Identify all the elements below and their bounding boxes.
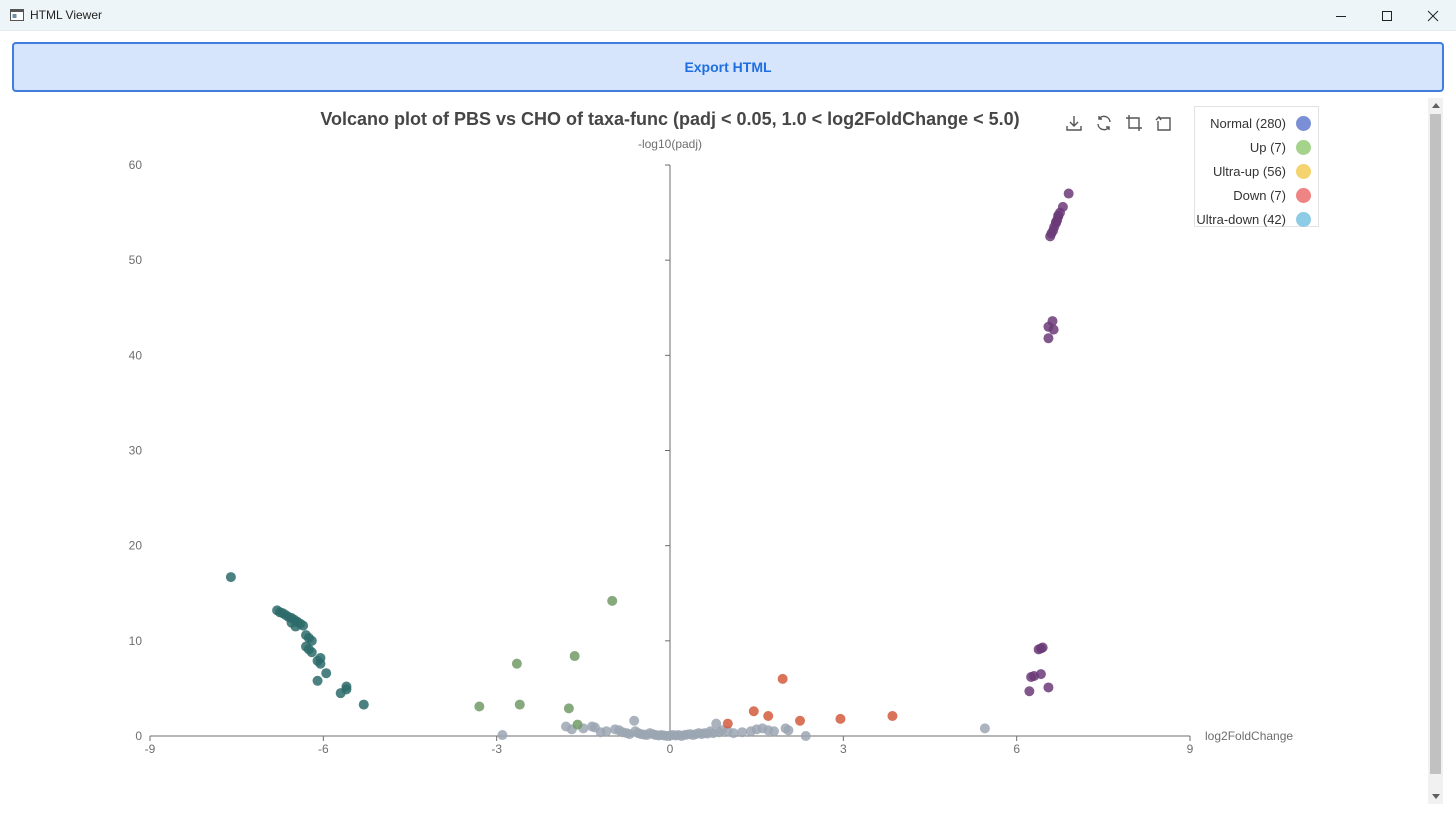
minimize-icon (1336, 15, 1346, 17)
legend-label: Up (7) (1249, 139, 1286, 155)
scroll-down-icon[interactable] (1428, 790, 1443, 804)
legend-label: Ultra-up (56) (1213, 163, 1286, 179)
scroll-up-icon[interactable] (1428, 98, 1443, 112)
data-point (748, 706, 759, 717)
legend-marker-down (1296, 187, 1311, 203)
data-point (887, 711, 898, 722)
legend-marker-normal (1296, 115, 1311, 131)
data-point (321, 668, 332, 679)
data-point (783, 725, 794, 736)
data-point (835, 713, 846, 724)
data-point (563, 703, 574, 714)
data-point (777, 673, 788, 684)
x-tick-label: -3 (491, 742, 502, 756)
chart-area: Volcano plot of PBS vs CHO of taxa-func … (0, 98, 1428, 810)
y-tick-label: 0 (135, 729, 142, 743)
data-point (800, 731, 811, 741)
data-point (1024, 686, 1035, 697)
data-point (572, 719, 583, 730)
data-point (315, 658, 326, 669)
data-point (1026, 671, 1037, 682)
app-window-icon (10, 9, 24, 21)
data-point (769, 726, 779, 737)
data-point (497, 730, 508, 741)
legend-item-up[interactable]: Up (7) (1195, 135, 1314, 159)
data-point (1035, 669, 1046, 680)
data-point (225, 572, 236, 583)
data-point (728, 728, 739, 739)
data-point (335, 688, 346, 699)
data-point (511, 658, 522, 669)
x-tick-label: -9 (145, 742, 156, 756)
scroll-thumb[interactable] (1430, 114, 1441, 774)
window-titlebar: HTML Viewer (0, 0, 1456, 31)
data-point (601, 726, 612, 737)
y-tick-label: 60 (129, 158, 143, 172)
legend-label: Normal (280) (1210, 115, 1286, 131)
data-point (1033, 644, 1044, 655)
data-point (569, 651, 580, 662)
chart-title: Volcano plot of PBS vs CHO of taxa-func … (320, 109, 1019, 129)
data-point (711, 718, 722, 729)
data-point (979, 723, 990, 734)
data-point (514, 699, 525, 710)
y-tick-label: 10 (129, 634, 143, 648)
vertical-scrollbar[interactable] (1428, 98, 1443, 804)
legend-marker-up (1296, 139, 1311, 155)
y-tick-label: 30 (129, 444, 143, 458)
data-point (763, 711, 774, 722)
data-point (629, 715, 640, 726)
maximize-icon (1382, 10, 1392, 21)
restore-icon[interactable] (1154, 113, 1174, 133)
data-point (474, 701, 485, 712)
legend-label: Down (7) (1233, 187, 1286, 203)
x-tick-label: 0 (667, 742, 674, 756)
legend-item-ultra-up[interactable]: Ultra-up (56) (1195, 159, 1314, 183)
chart-toolbox (1064, 113, 1174, 133)
maximize-button[interactable] (1364, 0, 1410, 31)
legend-marker-ultra-up (1296, 163, 1311, 179)
y-tick-label: 40 (129, 348, 143, 362)
minimize-button[interactable] (1318, 0, 1364, 31)
data-point (1043, 333, 1054, 344)
data-point (298, 620, 309, 631)
data-point (1045, 231, 1056, 242)
x-tick-label: -6 (318, 742, 329, 756)
x-tick-label: 6 (1013, 742, 1020, 756)
y-axis-label: -log10(padj) (638, 137, 702, 151)
legend-label: Ultra-down (42) (1196, 211, 1286, 227)
legend-item-down[interactable]: Down (7) (1195, 183, 1314, 207)
data-point (1063, 188, 1074, 199)
export-html-button[interactable]: Export HTML (12, 42, 1444, 92)
legend-item-ultra-down[interactable]: Ultra-down (42) (1195, 207, 1314, 231)
data-point (312, 675, 323, 686)
data-point (1050, 217, 1061, 228)
data-point (306, 647, 317, 658)
y-tick-label: 20 (129, 539, 143, 553)
data-point (1048, 324, 1059, 335)
refresh-icon[interactable] (1094, 113, 1114, 133)
close-icon (1427, 10, 1439, 21)
data-point (795, 715, 805, 726)
close-button[interactable] (1410, 0, 1456, 31)
data-point (358, 699, 369, 710)
y-tick-label: 50 (129, 253, 143, 267)
x-axis-label: log2FoldChange (1205, 729, 1293, 743)
data-point (737, 727, 748, 738)
legend-item-normal[interactable]: Normal (280) (1195, 111, 1314, 135)
x-tick-label: 9 (1187, 742, 1194, 756)
legend-marker-ultra-down (1296, 211, 1311, 227)
volcano-plot: Volcano plot of PBS vs CHO of taxa-func … (129, 109, 1294, 756)
data-point (722, 718, 733, 729)
x-tick-label: 3 (840, 742, 847, 756)
chart-legend: Normal (280) Up (7) Ultra-up (56) Down (… (1194, 106, 1319, 227)
crop-icon[interactable] (1124, 113, 1144, 133)
data-point (1043, 682, 1054, 693)
download-icon[interactable] (1064, 113, 1084, 133)
data-point (607, 595, 618, 606)
window-title: HTML Viewer (30, 8, 103, 22)
data-point (290, 621, 301, 632)
